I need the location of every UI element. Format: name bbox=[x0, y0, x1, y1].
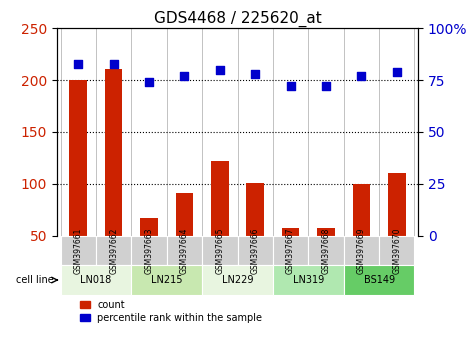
Bar bbox=[317, 228, 335, 287]
FancyBboxPatch shape bbox=[202, 265, 273, 295]
Title: GDS4468 / 225620_at: GDS4468 / 225620_at bbox=[153, 11, 322, 27]
FancyBboxPatch shape bbox=[308, 236, 344, 265]
Point bbox=[393, 69, 400, 75]
Bar bbox=[140, 218, 158, 287]
FancyBboxPatch shape bbox=[238, 236, 273, 265]
Point bbox=[216, 67, 224, 73]
Text: BS149: BS149 bbox=[363, 275, 395, 285]
FancyBboxPatch shape bbox=[131, 265, 202, 295]
Text: LN319: LN319 bbox=[293, 275, 324, 285]
FancyBboxPatch shape bbox=[131, 236, 167, 265]
Text: LN018: LN018 bbox=[80, 275, 112, 285]
Text: GSM397665: GSM397665 bbox=[215, 227, 224, 274]
Legend: count, percentile rank within the sample: count, percentile rank within the sample bbox=[80, 300, 262, 322]
Text: GSM397667: GSM397667 bbox=[286, 227, 295, 274]
Text: GSM397666: GSM397666 bbox=[251, 227, 260, 274]
Text: GSM397669: GSM397669 bbox=[357, 227, 366, 274]
Text: GSM397668: GSM397668 bbox=[322, 227, 331, 274]
FancyBboxPatch shape bbox=[344, 236, 379, 265]
Bar bbox=[388, 173, 406, 287]
Text: GSM397661: GSM397661 bbox=[74, 227, 83, 274]
FancyBboxPatch shape bbox=[60, 236, 96, 265]
Point bbox=[110, 61, 117, 67]
Bar bbox=[282, 228, 299, 287]
Point bbox=[287, 84, 294, 89]
FancyBboxPatch shape bbox=[96, 236, 131, 265]
Bar bbox=[176, 193, 193, 287]
Point bbox=[322, 84, 330, 89]
FancyBboxPatch shape bbox=[167, 236, 202, 265]
Text: GSM397670: GSM397670 bbox=[392, 227, 401, 274]
Point bbox=[75, 61, 82, 67]
FancyBboxPatch shape bbox=[202, 236, 238, 265]
Point bbox=[251, 71, 259, 77]
FancyBboxPatch shape bbox=[344, 265, 415, 295]
Bar bbox=[105, 69, 123, 287]
FancyBboxPatch shape bbox=[273, 265, 344, 295]
Bar bbox=[211, 161, 228, 287]
FancyBboxPatch shape bbox=[379, 236, 415, 265]
Bar bbox=[69, 80, 87, 287]
Text: GSM397663: GSM397663 bbox=[144, 227, 153, 274]
Point bbox=[145, 79, 153, 85]
FancyBboxPatch shape bbox=[60, 265, 131, 295]
Text: GSM397662: GSM397662 bbox=[109, 227, 118, 274]
Text: LN229: LN229 bbox=[222, 275, 253, 285]
Bar bbox=[352, 184, 370, 287]
Point bbox=[180, 73, 188, 79]
Text: cell line: cell line bbox=[16, 275, 54, 285]
Text: LN215: LN215 bbox=[151, 275, 182, 285]
Bar bbox=[247, 183, 264, 287]
Text: GSM397664: GSM397664 bbox=[180, 227, 189, 274]
Point bbox=[358, 73, 365, 79]
FancyBboxPatch shape bbox=[273, 236, 308, 265]
